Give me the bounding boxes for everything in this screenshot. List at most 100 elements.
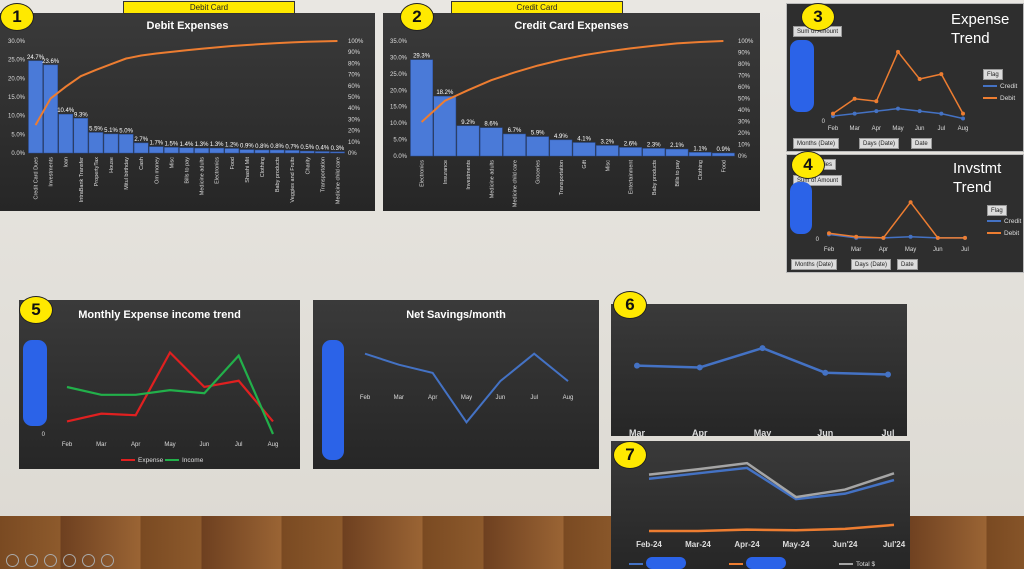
badge-7: 7 (613, 441, 647, 469)
pen-icon[interactable] (44, 554, 57, 567)
monthly-expense-income-chart[interactable]: Monthly Expense income trend Feb Mar Apr May… (19, 300, 300, 469)
bar (503, 133, 526, 157)
chart-title: Credit Card Expenses (514, 20, 628, 32)
data-point (854, 234, 859, 239)
y-tick-label: 25.0% (390, 72, 408, 78)
investment-trend-pivot-chart[interactable]: Feb Mar Apr May Jun Jul 0 Credit Debit Invstmt T… (786, 154, 1024, 273)
data-label: 2.1% (670, 143, 684, 149)
bar (209, 147, 224, 154)
flag-filter-button-2[interactable]: Flag (987, 205, 1007, 216)
data-label: 8.6% (484, 122, 498, 128)
data-point (961, 111, 965, 116)
x-tick-label: Transportation (320, 157, 326, 192)
x-tick-label: Jun (817, 428, 833, 436)
x-tick-label: Medicine adults (489, 160, 495, 198)
x-tick-label: Clothing (260, 157, 266, 177)
days-filter-button-2[interactable]: Days (Date) (851, 259, 892, 270)
x-tick-label: Electronics (420, 160, 426, 187)
x-tick-label: Veggies and Fruits (290, 157, 296, 203)
y2-tick-label: 40% (738, 108, 751, 114)
legend-label: Credit (1000, 83, 1018, 90)
bar (118, 134, 134, 154)
data-label: 23.6% (42, 59, 60, 65)
debit-expenses-chart[interactable]: Debit Expenses 0.0% 5.0% 10.0% 15.0% 20.0% 25.… (0, 13, 375, 211)
series-line (636, 346, 889, 376)
y2-tick-label: 50% (738, 97, 751, 103)
data-point (874, 109, 879, 114)
x-tick-label: May (461, 395, 472, 401)
legend-label: Debit (1000, 95, 1015, 102)
data-point (908, 234, 913, 239)
y-tick-label: 10.0% (390, 121, 408, 127)
badge-1: 1 (0, 3, 34, 31)
x-tick-label: Baby products (652, 160, 658, 195)
data-label: 5.5% (89, 126, 103, 132)
x-tick-label: Feb (62, 442, 73, 448)
slides-icon[interactable] (63, 554, 76, 567)
y2-tick-label: 80% (348, 61, 361, 67)
data-label: 0.8% (270, 144, 284, 150)
legend-label: Total $ (856, 561, 876, 568)
y-tick-label: 5.0% (11, 132, 25, 138)
data-label: 0.9% (717, 147, 731, 153)
x-tick-label: Bills to pay (675, 160, 681, 187)
data-point (634, 362, 640, 369)
bar (688, 152, 712, 157)
bar (642, 148, 666, 157)
data-label: 1.5% (165, 141, 179, 147)
data-label: 1.7% (149, 141, 163, 147)
chart-6[interactable]: Mar Apr May Jun Jul (611, 304, 907, 436)
x-tick-label: Jul (881, 428, 894, 436)
legend-label: Income (182, 457, 204, 464)
x-tick-label: May (754, 428, 772, 436)
y-tick-label: 0.0% (11, 151, 25, 157)
bar (315, 151, 330, 154)
months-filter-button[interactable]: Months (Date) (793, 138, 840, 149)
x-tick-label: Jun (199, 442, 209, 448)
zoom-icon[interactable] (82, 554, 95, 567)
series-line (364, 352, 569, 424)
data-point (917, 77, 922, 82)
data-point (831, 111, 835, 116)
date-filter-button[interactable]: Date (911, 138, 932, 149)
x-tick-label: Baby products (275, 157, 281, 192)
next-slide-icon[interactable] (25, 554, 38, 567)
y2-tick-label: 10% (348, 140, 361, 146)
x-tick-label: Jun'24 (832, 540, 858, 549)
data-label: 1.1% (693, 146, 707, 152)
x-tick-label: Insurance (443, 160, 449, 184)
y2-tick-label: 40% (348, 106, 361, 112)
x-tick-label: Groceries (536, 160, 542, 184)
bar (284, 150, 300, 154)
x-tick-label: Transportation (559, 160, 565, 195)
x-tick-label: PropertyTax (94, 157, 100, 187)
date-filter-button-2[interactable]: Date (897, 259, 918, 270)
data-point (827, 231, 831, 236)
badge-6: 6 (613, 291, 647, 319)
data-point (896, 106, 900, 111)
days-filter-button[interactable]: Days (Date) (859, 138, 900, 149)
y-tick-label: 15.0% (8, 95, 26, 101)
x-tick-label: Medicine child care (335, 157, 341, 204)
expense-trend-pivot-chart[interactable]: Feb Mar Apr May Jun Jul Aug 0 Credit Debit Expens… (786, 3, 1024, 152)
bar (164, 147, 179, 154)
prev-slide-icon[interactable] (6, 554, 19, 567)
more-icon[interactable] (101, 554, 114, 567)
data-label: 2.7% (134, 137, 148, 143)
x-tick-label: Food (721, 160, 727, 173)
flag-filter-button[interactable]: Flag (983, 69, 1003, 80)
x-tick-label: Jun (915, 126, 925, 132)
net-savings-chart[interactable]: Net Savings/monthFebMarAprMayJunJulAug0 (313, 300, 599, 469)
bar (665, 148, 689, 157)
y2-tick-label: 90% (348, 50, 361, 56)
x-tick-label: Apr (131, 442, 140, 448)
y-tick-label: 20.0% (390, 88, 408, 94)
bar (73, 118, 89, 154)
y-tick-label: 5.0% (393, 138, 407, 144)
credit-card-expenses-chart[interactable]: Credit Card Expenses 0.0% 5.0% 10.0% 15.0% 20… (383, 13, 760, 211)
data-label: 29.3% (413, 54, 431, 60)
investment-trend-svg: Feb Mar Apr May Jun Jul 0 Credit Debit (816, 200, 1022, 253)
chart-7[interactable]: Feb-24Mar-24Apr-24May-24Jun'24Jul'24Bala… (611, 441, 910, 569)
y2-tick-label: 0% (348, 151, 357, 157)
months-filter-button-2[interactable]: Months (Date) (791, 259, 838, 270)
